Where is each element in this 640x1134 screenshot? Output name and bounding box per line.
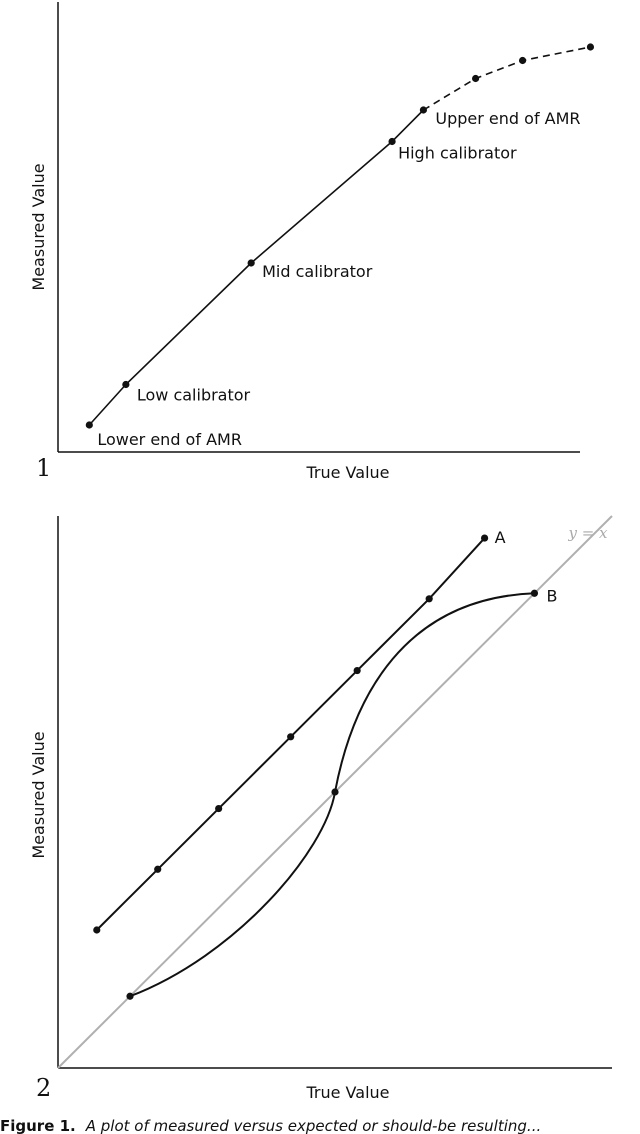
panel-1-dashed-line <box>422 46 591 111</box>
panel-1-data-point <box>518 56 527 65</box>
panel-2-number: 2 <box>36 1074 51 1102</box>
panel-1-data-point <box>85 421 93 429</box>
panel-1-annotation: Mid calibrator <box>262 262 373 281</box>
panel-1-data-point <box>586 43 595 51</box>
panel-1-annotation: High calibrator <box>398 144 517 163</box>
series-b-label: B <box>546 586 557 605</box>
panel-1-annotation: Upper end of AMR <box>435 109 580 128</box>
panel-2: 2 True Value Measured Value AB y = x <box>29 515 613 1102</box>
panel-1-solid-line <box>88 109 424 426</box>
panel-2-marks: AB <box>57 515 613 1069</box>
series-a-point <box>215 804 223 813</box>
series-a-point <box>480 534 489 542</box>
panel-1-annotation: Lower end of AMR <box>97 430 242 449</box>
panel-1-annotation: Low calibrator <box>137 386 251 405</box>
series-a-point <box>93 926 101 934</box>
caption-label: Figure 1. <box>0 1117 76 1134</box>
panel-2-x-axis-label: True Value <box>305 1083 389 1102</box>
panel-1-data-point <box>122 380 130 389</box>
series-a-point <box>154 865 162 873</box>
panel-2-y-axis-label: Measured Value <box>29 731 48 858</box>
figure-caption: Figure 1. A plot of measured versus expec… <box>0 1117 541 1134</box>
panel-1-x-axis-label: True Value <box>305 463 389 482</box>
series-a-label: A <box>495 528 506 547</box>
panel-1-data-point <box>472 74 480 83</box>
series-a-point <box>425 595 433 603</box>
panel-1-data-point <box>388 137 396 146</box>
panel-1-marks: Lower end of AMR Low calibrator Mid calibr… <box>85 43 595 449</box>
panel-1-number: 1 <box>36 454 51 482</box>
reference-line-label: y = x <box>567 524 608 542</box>
panel-1-y-axis-label: Measured Value <box>29 163 48 290</box>
series-b-point <box>126 992 134 1000</box>
panel-1: 1 True Value Measured Value Lower end of… <box>29 2 595 482</box>
panel-1-data-point <box>247 259 255 267</box>
series-a-point <box>287 733 295 741</box>
caption-text: A plot of measured versus expected or sh… <box>85 1117 542 1134</box>
series-b-point <box>530 589 539 597</box>
series-a-point <box>353 666 361 675</box>
series-b-point <box>331 788 339 796</box>
